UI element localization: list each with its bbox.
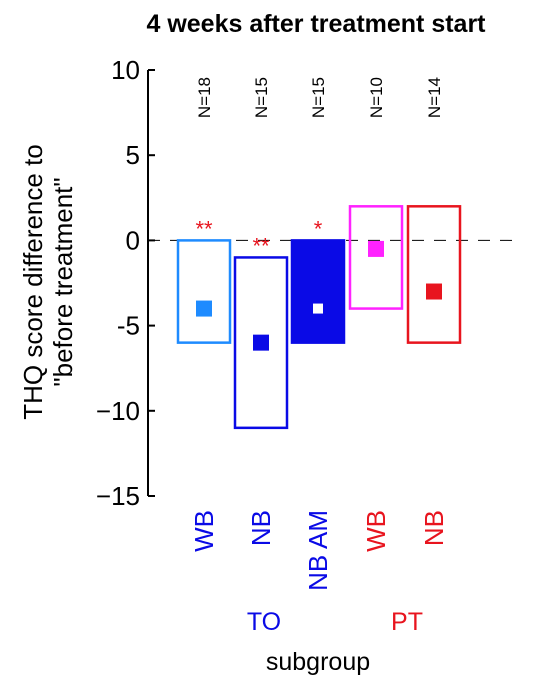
y-tick-label: −10 bbox=[96, 396, 140, 426]
y-tick-label: 10 bbox=[111, 55, 140, 85]
n-label: N=15 bbox=[309, 77, 328, 118]
x-tick-label: NB AM bbox=[303, 510, 333, 591]
y-axis: −15 −10 -5 0 5 10 bbox=[96, 55, 155, 511]
median-marker bbox=[196, 300, 212, 317]
iqr-box bbox=[406, 205, 462, 344]
iqr-box bbox=[290, 239, 346, 344]
iqr-box bbox=[176, 239, 232, 344]
iqr-box bbox=[348, 205, 404, 310]
x-tick-label: WB bbox=[361, 510, 391, 552]
y-tick-label: 0 bbox=[126, 225, 140, 255]
n-labels: N=18 N=15 N=15 N=10 N=14 bbox=[195, 77, 444, 118]
y-tick-label: -5 bbox=[117, 311, 140, 341]
y-axis-label-line-1: THQ score difference to bbox=[18, 144, 48, 420]
y-tick-label: 5 bbox=[126, 140, 140, 170]
n-label: N=10 bbox=[367, 77, 386, 118]
x-tick-labels: WB NB NB AM WB NB bbox=[189, 510, 449, 591]
chart-title: 4 weeks after treatment start bbox=[146, 10, 486, 38]
group-label-pt: PT bbox=[391, 608, 423, 636]
median-marker bbox=[313, 303, 323, 314]
group-label-to: TO bbox=[247, 608, 281, 636]
x-tick-label: WB bbox=[189, 510, 219, 552]
significance-marker: * bbox=[314, 216, 323, 241]
significance-marker: ** bbox=[195, 216, 213, 241]
median-marker bbox=[426, 283, 442, 300]
median-marker bbox=[368, 240, 384, 257]
plot-area: ***** bbox=[176, 205, 462, 430]
x-tick-label: NB bbox=[419, 510, 449, 546]
n-label: N=15 bbox=[252, 77, 271, 118]
x-tick-label: NB bbox=[246, 510, 276, 546]
median-marker bbox=[253, 334, 269, 351]
y-axis-label: THQ score difference to "before treatmen… bbox=[18, 144, 78, 420]
n-label: N=14 bbox=[425, 77, 444, 118]
iqr-box bbox=[233, 256, 289, 430]
significance-marker: ** bbox=[252, 233, 270, 258]
y-axis-label-line-2: "before treatment" bbox=[48, 177, 78, 386]
n-label: N=18 bbox=[195, 77, 214, 118]
x-axis-label: subgroup bbox=[266, 648, 370, 676]
y-tick-label: −15 bbox=[96, 481, 140, 511]
